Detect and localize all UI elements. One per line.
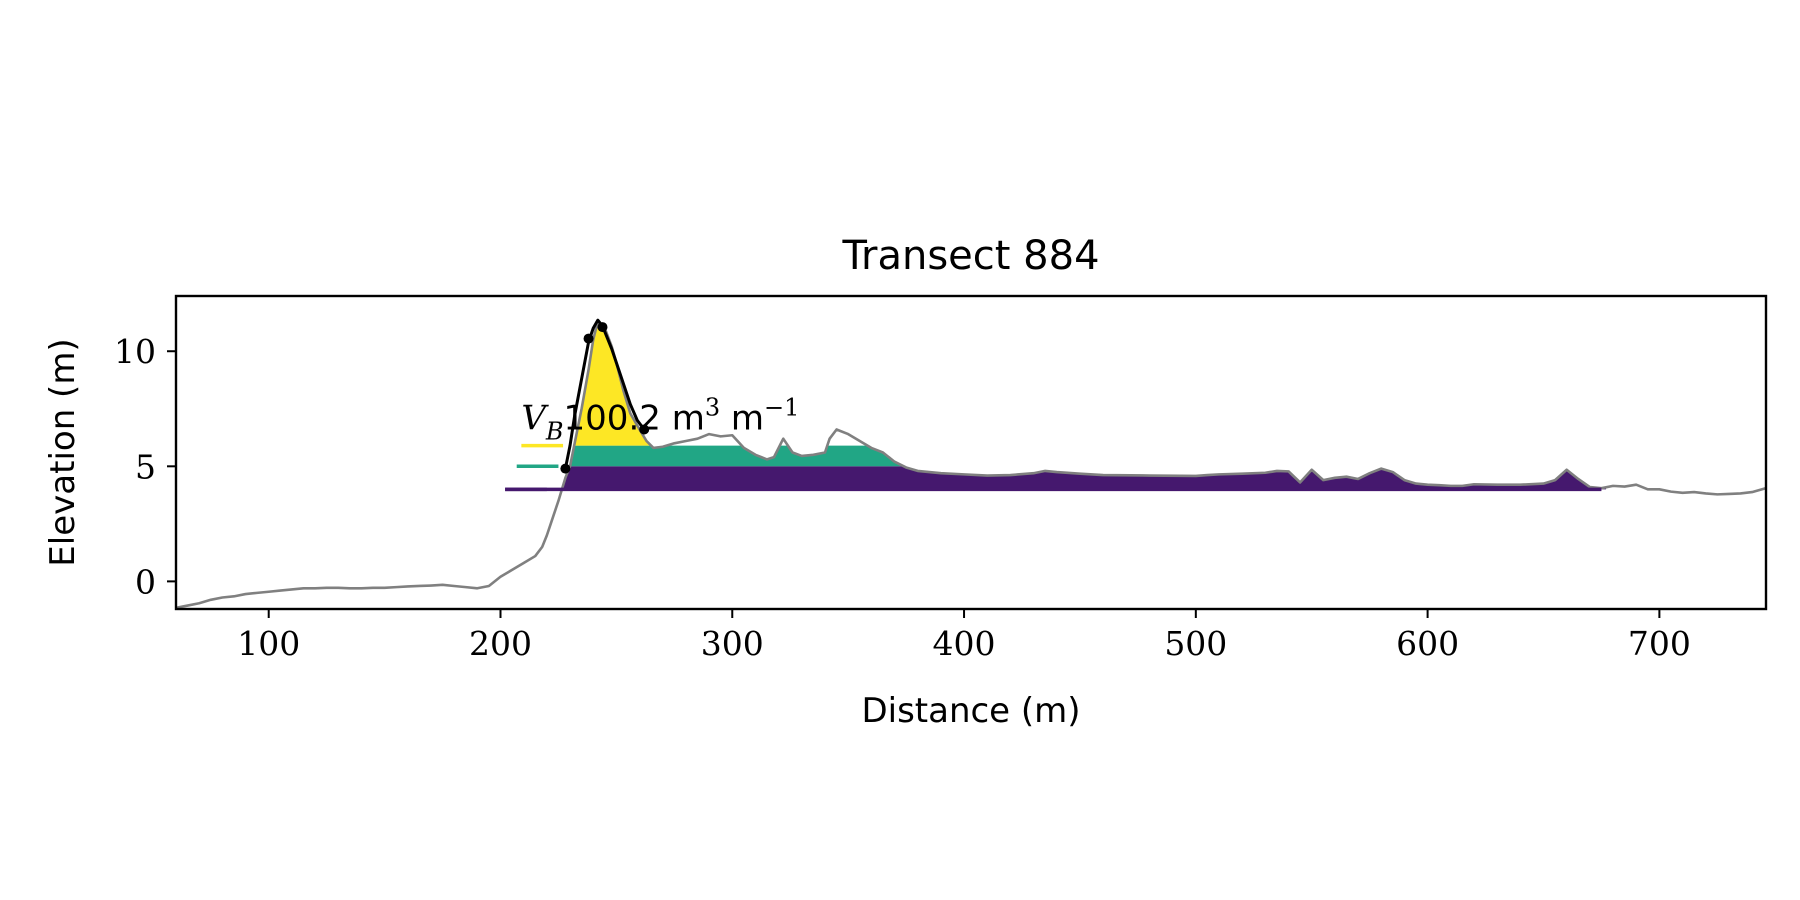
annotation-exponent-2: −1 xyxy=(764,393,799,421)
chart-title: Transect 884 xyxy=(841,233,1099,279)
x-axis-label: Distance (m) xyxy=(861,691,1080,731)
y-axis-label: Elevation (m) xyxy=(43,338,83,566)
y-axis-ticks: 0 5 10 xyxy=(114,332,176,601)
elevation-layers xyxy=(563,321,1607,490)
layer-fill-0-0 xyxy=(563,466,1607,490)
dune-point-0 xyxy=(560,463,571,474)
annotation-math-label: V xyxy=(521,398,549,438)
axes-frame xyxy=(174,294,1768,611)
dune-point-1 xyxy=(583,333,594,344)
x-tick-label-100: 100 xyxy=(237,624,300,663)
annotation-subscript: B xyxy=(545,417,564,445)
x-axis-ticks: 100 200 300 400 500 600 700 xyxy=(237,609,1691,663)
profile-lines xyxy=(176,320,1766,609)
x-tick-label-200: 200 xyxy=(469,624,532,663)
layer-fill-1-0 xyxy=(571,445,903,467)
plot-area xyxy=(176,320,1766,609)
annotation-exponent-1: 3 xyxy=(705,393,720,421)
y-tick-label-5: 5 xyxy=(135,447,156,486)
layer-fill-2-0 xyxy=(574,321,650,446)
profile-line xyxy=(176,320,1766,609)
x-tick-label-600: 600 xyxy=(1396,624,1459,663)
y-tick-label-0: 0 xyxy=(135,562,156,601)
x-tick-label-400: 400 xyxy=(933,624,996,663)
volume-annotation: VB100.2 m3 m−1 xyxy=(521,393,799,445)
y-tick-label-10: 10 xyxy=(114,332,156,371)
layer-level-markers xyxy=(505,443,1602,492)
x-tick-label-300: 300 xyxy=(701,624,764,663)
annotation-value: 100.2 m xyxy=(564,398,705,438)
annotation-unit-2: m xyxy=(720,398,764,438)
dune-point-2 xyxy=(597,322,608,333)
dune-outline-group xyxy=(560,318,650,474)
x-tick-label-700: 700 xyxy=(1628,624,1691,663)
x-tick-label-500: 500 xyxy=(1164,624,1227,663)
dune-point-3 xyxy=(639,424,650,435)
